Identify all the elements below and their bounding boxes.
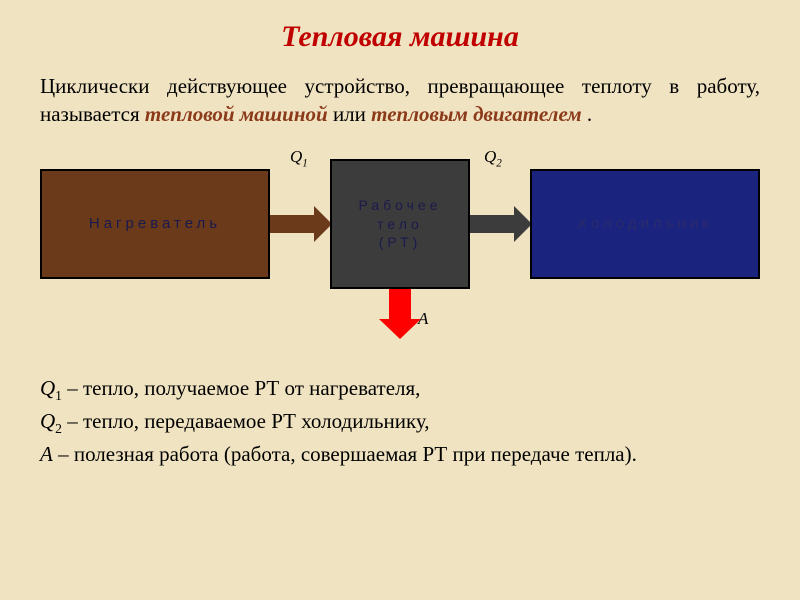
working-body-inner: Рабочее тело (РТ) — [358, 196, 441, 251]
legend1-var: Q — [40, 376, 55, 400]
arrow-work — [389, 289, 411, 319]
legend2-sub: 2 — [55, 421, 62, 436]
legend3-var: A — [40, 442, 53, 466]
arrow-q2 — [470, 215, 514, 233]
heater-box: Нагреватель — [40, 169, 270, 279]
arrow-q1 — [270, 215, 314, 233]
definition-post: . — [587, 102, 592, 126]
q1-label: Q1 — [290, 147, 308, 169]
cooler-label: Холодильник — [577, 215, 713, 232]
body-line1: Рабочее — [358, 196, 441, 214]
legend2-text: – тепло, передаваемое РТ холодильнику, — [62, 409, 430, 433]
legend1-sub: 1 — [55, 388, 62, 403]
q2-sub: 2 — [496, 157, 502, 169]
working-body-box: Рабочее тело (РТ) — [330, 159, 470, 289]
q1-sym: Q — [290, 147, 302, 166]
legend1-text: – тепло, получаемое РТ от нагревателя, — [62, 376, 420, 400]
legend3-text: – полезная работа (работа, совершаемая Р… — [53, 442, 637, 466]
legend-block: Q1 – тепло, получаемое РТ от нагревателя… — [40, 373, 760, 469]
term-heat-engine: тепловым двигателем — [371, 102, 581, 126]
legend-line-1: Q1 – тепло, получаемое РТ от нагревателя… — [40, 373, 760, 406]
body-line2: тело — [358, 215, 441, 233]
term-heat-machine: тепловой машиной — [145, 102, 328, 126]
legend-line-3: A – полезная работа (работа, совершаемая… — [40, 439, 760, 469]
q2-sym: Q — [484, 147, 496, 166]
q2-label: Q2 — [484, 147, 502, 169]
cooler-box: Холодильник — [530, 169, 760, 279]
definition-mid: или — [333, 102, 371, 126]
a-label: A — [418, 309, 428, 329]
slide-page: Тепловая машина Циклически действующее у… — [0, 0, 800, 600]
q1-sub: 1 — [302, 157, 308, 169]
body-line3: (РТ) — [358, 233, 441, 251]
heat-engine-diagram: Нагреватель Q1 Рабочее тело (РТ) Q2 Холо… — [40, 149, 760, 349]
legend2-var: Q — [40, 409, 55, 433]
definition-paragraph: Циклически действующее устройство, превр… — [40, 72, 760, 129]
heater-label: Нагреватель — [89, 215, 221, 232]
slide-title: Тепловая машина — [40, 20, 760, 54]
legend-line-2: Q2 – тепло, передаваемое РТ холодильнику… — [40, 406, 760, 439]
a-sym: A — [418, 309, 428, 328]
